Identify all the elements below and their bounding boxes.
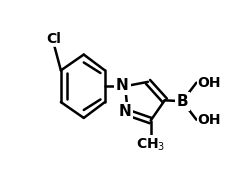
Text: B: B — [176, 94, 188, 109]
Text: N: N — [119, 104, 132, 119]
Text: N: N — [116, 78, 129, 93]
Text: OH: OH — [197, 113, 221, 127]
Text: OH: OH — [197, 76, 221, 90]
Text: CH$_3$: CH$_3$ — [136, 136, 165, 153]
Text: Cl: Cl — [46, 32, 61, 46]
